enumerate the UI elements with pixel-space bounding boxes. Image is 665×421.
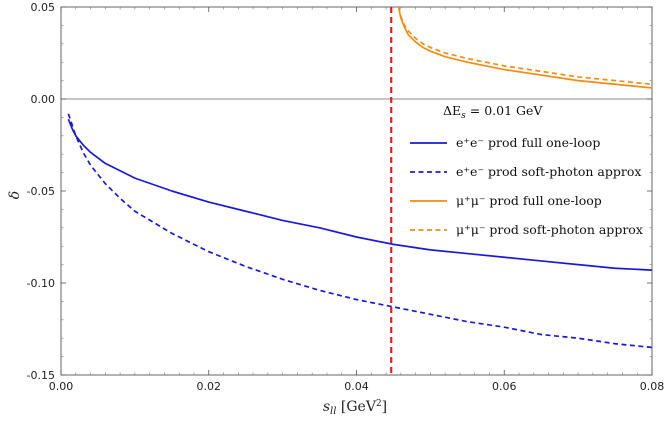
series-line-3 — [397, 7, 652, 89]
series-lines — [67, 7, 652, 349]
y-tick-label: -0.05 — [27, 185, 55, 198]
x-axis-ticks: 0.00 0.02 0.04 0.06 0.08 — [49, 7, 665, 393]
legend-label-2: e⁺e⁻ prod soft-photon approx — [456, 164, 641, 179]
series-line-4 — [397, 7, 652, 86]
y-tick-label: 0.00 — [31, 93, 56, 106]
y-axis-title: δ — [7, 191, 23, 199]
x-tick-label: 0.00 — [49, 380, 74, 393]
x-tick-label: 0.04 — [344, 380, 369, 393]
y-tick-label: -0.15 — [27, 369, 55, 382]
x-tick-label: 0.02 — [197, 380, 222, 393]
legend-label-3: μ⁺μ⁻ prod full one-loop — [456, 193, 602, 208]
legend-label-4: μ⁺μ⁻ prod soft-photon approx — [456, 222, 643, 237]
legend: ΔEs = 0.01 GeV e⁺e⁻ prod full one-loope⁺… — [410, 103, 643, 237]
series-line-1 — [67, 118, 652, 271]
plot-frame — [60, 6, 653, 376]
series-line-2 — [67, 113, 652, 349]
y-tick-label: 0.05 — [31, 1, 56, 14]
x-tick-label: 0.06 — [492, 380, 517, 393]
legend-items: e⁺e⁻ prod full one-loop e⁺e⁻ prod soft-ph… — [410, 135, 643, 237]
legend-label-1: e⁺e⁻ prod full one-loop — [456, 135, 600, 150]
x-tick-label: 0.08 — [640, 380, 665, 393]
reference-lines — [61, 7, 652, 375]
y-axis-ticks: -0.15 -0.10 -0.05 0.00 0.05 — [27, 1, 652, 382]
y-tick-label: -0.10 — [27, 277, 55, 290]
x-axis-title: sll [GeV2] — [323, 399, 387, 417]
legend-title: ΔEs = 0.01 GeV — [443, 103, 543, 121]
